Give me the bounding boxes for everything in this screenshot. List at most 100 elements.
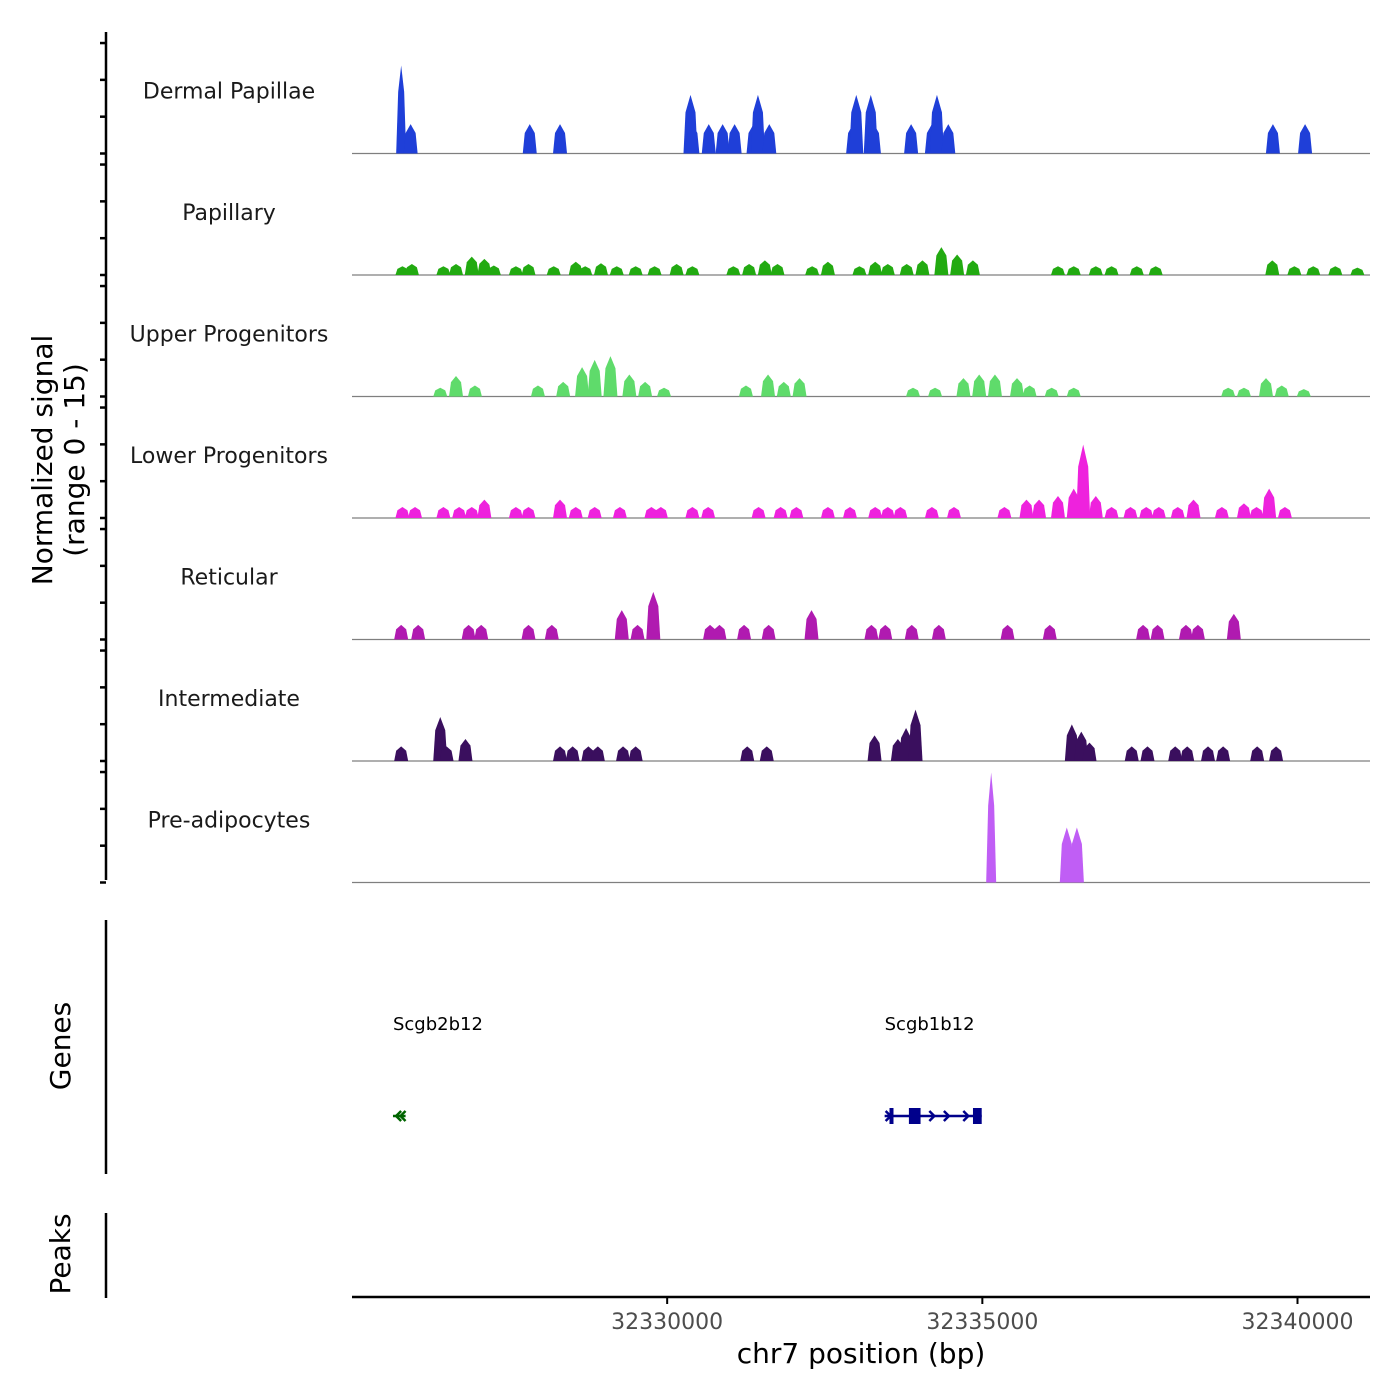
signal-peak	[1150, 624, 1165, 640]
signal-peak	[750, 94, 765, 154]
signal-peak	[522, 124, 537, 154]
signal-peak	[616, 746, 631, 761]
x-tick-label: 32335000	[926, 1310, 1038, 1335]
signal-peak	[1010, 378, 1025, 397]
signal-peak	[1148, 266, 1163, 275]
signal-peak	[653, 507, 668, 518]
signal-peak	[544, 624, 559, 640]
track-dermal-papillae: Dermal Papillae	[143, 65, 1370, 155]
signal-peak	[950, 254, 965, 275]
signal-peak	[928, 387, 943, 397]
signal-peak	[761, 374, 776, 397]
signal-peak	[628, 266, 643, 275]
signal-peak	[565, 746, 580, 761]
signal-peak	[820, 261, 835, 275]
track-label: Dermal Papillae	[143, 80, 315, 105]
signal-peak	[757, 260, 772, 275]
gene-scgb2b12: Scgb2b12	[392, 1014, 483, 1122]
signal-peak	[1124, 746, 1139, 761]
signal-peak	[893, 507, 908, 518]
signal-peak	[1265, 260, 1280, 275]
signal-peak	[628, 746, 643, 761]
signal-peak	[1226, 613, 1241, 640]
signal-peak	[1236, 387, 1251, 397]
signal-peak	[1050, 266, 1065, 275]
signal-peak	[408, 507, 423, 518]
track-papillary: Papillary	[182, 201, 1370, 276]
signal-peak	[868, 261, 883, 275]
signal-peak	[956, 378, 971, 397]
signal-peak	[972, 374, 987, 397]
signal-peak	[965, 260, 980, 275]
signal-peak	[1136, 624, 1151, 640]
strand-arrow	[942, 1110, 951, 1122]
signal-peak	[1066, 266, 1081, 275]
track-pre-adipocytes: Pre-adipocytes	[148, 772, 1370, 884]
signal-peak	[761, 624, 776, 640]
signal-peak	[742, 264, 757, 275]
signal-peak	[904, 124, 919, 154]
signal-peak	[906, 387, 921, 397]
signal-peak	[924, 507, 939, 518]
coverage-tracks: Dermal Papillae Papillary Upper Progenitor…	[130, 65, 1370, 884]
signal-peak	[404, 264, 419, 275]
gene-label: Scgb1b12	[885, 1014, 975, 1035]
signal-peak	[1059, 827, 1074, 883]
signal-peak	[395, 507, 410, 518]
signal-peak	[1180, 746, 1195, 761]
gene-label: Scgb2b12	[393, 1014, 483, 1035]
signal-peak	[1265, 124, 1280, 154]
track-label: Lower Progenitors	[130, 444, 328, 469]
strand-arrow	[398, 1110, 407, 1122]
signal-peak	[1274, 385, 1289, 397]
signal-peak	[762, 124, 777, 154]
signal-peak	[899, 264, 914, 275]
signal-peak	[997, 507, 1012, 518]
signal-peak	[867, 735, 882, 761]
signal-peak	[622, 374, 637, 397]
signal-peak	[1032, 499, 1047, 518]
peaks-axis-title: Peaks	[44, 1213, 77, 1294]
signal-peak	[715, 124, 730, 154]
signal-peak	[701, 124, 716, 154]
signal-peak	[759, 746, 774, 761]
signal-peak	[1104, 266, 1119, 275]
signal-peak	[789, 507, 804, 518]
signal-peak	[630, 624, 645, 640]
signal-peak	[915, 260, 930, 275]
signal-peak	[1019, 499, 1034, 518]
signal-peak	[433, 387, 448, 397]
signal-peak	[508, 266, 523, 275]
signal-peak	[1201, 746, 1216, 761]
signal-peak	[770, 264, 785, 275]
signal-peak	[593, 263, 608, 275]
gene-annotation-track: Scgb2b12 Scgb1b12	[392, 1014, 982, 1124]
signal-peak	[612, 507, 627, 518]
signal-peak	[868, 507, 883, 518]
track-intermediate: Intermediate	[158, 687, 1370, 762]
signal-peak	[934, 247, 949, 275]
signal-peak	[1050, 496, 1065, 518]
signal-peak	[751, 507, 766, 518]
signal-peak	[1151, 507, 1166, 518]
signal-peak	[685, 507, 700, 518]
signal-peak	[1044, 387, 1059, 397]
signal-peak	[609, 266, 624, 275]
signal-peak	[458, 739, 473, 761]
signal-peak	[908, 709, 923, 761]
genes-axis-title: Genes	[44, 1002, 77, 1090]
signal-peak	[737, 624, 752, 640]
gene-exon	[908, 1108, 921, 1124]
signal-peak	[740, 746, 755, 761]
signal-peak	[866, 124, 881, 154]
signal-peak	[1129, 266, 1144, 275]
signal-peak	[1088, 266, 1103, 275]
signal-peak	[727, 124, 742, 154]
signal-peak	[931, 624, 946, 640]
signal-peak	[1123, 507, 1138, 518]
signal-peak	[805, 266, 820, 275]
signal-peak	[849, 94, 864, 154]
signal-peak	[521, 264, 536, 275]
track-upper-progenitors: Upper Progenitors	[130, 323, 1370, 398]
